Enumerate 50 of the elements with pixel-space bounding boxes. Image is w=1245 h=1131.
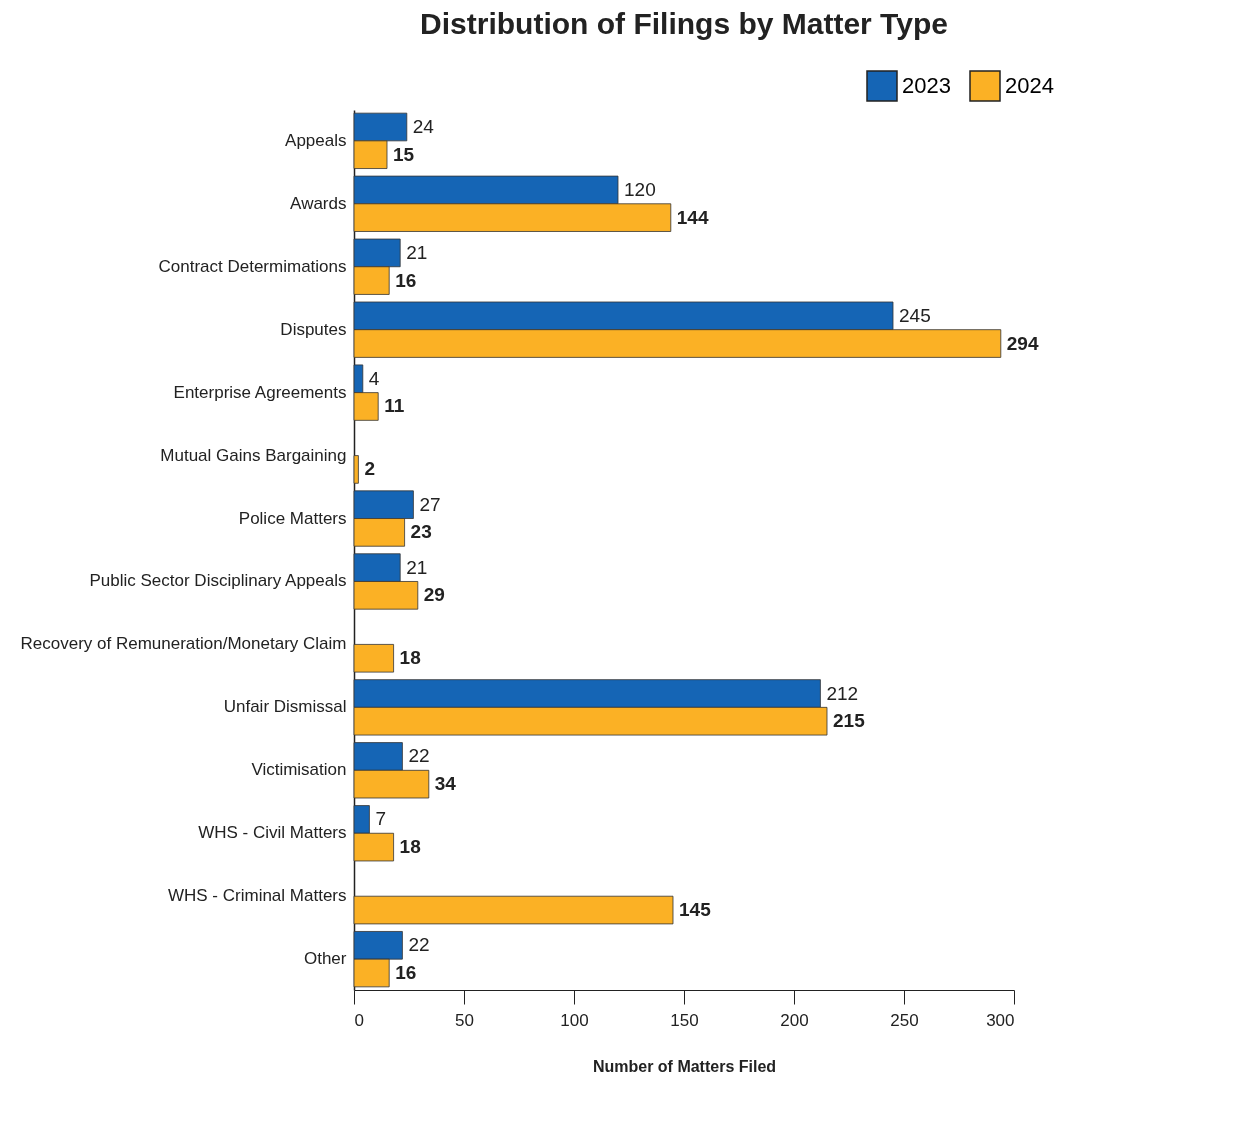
data-label: 21	[406, 556, 428, 578]
chart-title: Distribution of Filings by Matter Type	[420, 7, 948, 40]
x-tick-label: 150	[670, 1010, 699, 1030]
data-label: 11	[384, 395, 405, 417]
y-tick-label: Victimisation	[251, 760, 347, 780]
data-label: 27	[419, 493, 441, 515]
data-label: 15	[393, 143, 415, 165]
data-label: 16	[395, 269, 417, 291]
legend-label: 2023	[902, 73, 951, 98]
data-label: 294	[1006, 332, 1039, 354]
data-label: 29	[423, 584, 445, 606]
data-label: 18	[399, 836, 421, 858]
x-tick-label: 300	[986, 1010, 1015, 1030]
y-tick-label: Appeals	[285, 130, 347, 150]
data-label: 23	[410, 521, 432, 543]
data-label: 2	[364, 458, 375, 480]
y-tick-label: Unfair Dismissal	[223, 697, 347, 717]
y-tick-label: Public Sector Disciplinary Appeals	[89, 571, 347, 591]
y-tick-label: Disputes	[280, 319, 347, 339]
legend-label: 2024	[1005, 73, 1054, 98]
data-label: 22	[408, 934, 430, 956]
data-label: 4	[368, 367, 380, 389]
x-tick-label: 50	[455, 1010, 474, 1030]
data-label: 21	[406, 241, 428, 263]
data-label: 16	[395, 962, 417, 983]
data-label: 215	[833, 710, 866, 732]
x-tick-label: 100	[560, 1010, 589, 1030]
data-label: 145	[679, 899, 712, 921]
x-axis-title: Number of Matters Filed	[592, 1057, 777, 1075]
y-tick-label: Awards	[290, 193, 347, 213]
data-label: 245	[899, 304, 931, 326]
data-label: 144	[676, 206, 709, 228]
y-tick-label: Other	[303, 949, 347, 969]
x-tick-label: 0	[354, 1010, 364, 1030]
data-label: 24	[412, 116, 435, 137]
y-tick-label: WHS - Civil Matters	[198, 823, 347, 843]
data-label: 212	[826, 682, 859, 704]
x-tick-label: 200	[780, 1010, 809, 1030]
data-label: 7	[375, 808, 386, 830]
y-tick-label: Mutual Gains Bargaining	[160, 445, 347, 465]
data-label: 120	[624, 178, 656, 200]
y-tick-label: Police Matters	[238, 508, 347, 528]
data-label: 34	[434, 773, 457, 795]
x-tick-label: 250	[890, 1010, 919, 1030]
y-tick-label: Enterprise Agreements	[173, 382, 347, 402]
data-label: 18	[399, 647, 421, 669]
data-label: 22	[408, 745, 430, 767]
y-tick-label: WHS - Criminal Matters	[167, 886, 347, 906]
y-tick-label: Contract Determimations	[158, 256, 347, 276]
y-tick-label: Recovery of Remuneration/Monetary Claim	[20, 634, 347, 654]
